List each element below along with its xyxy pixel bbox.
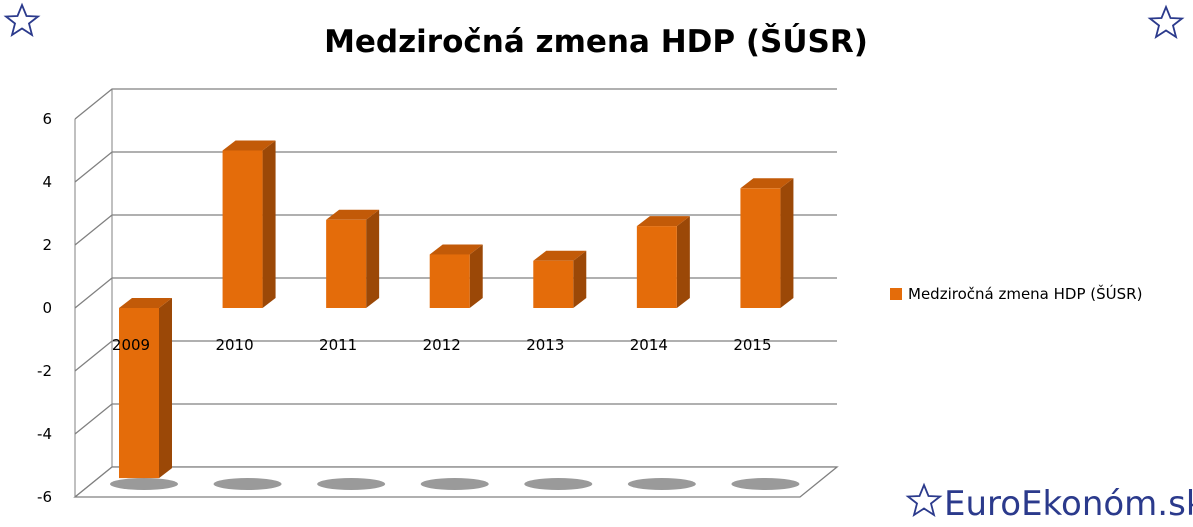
legend: Medziročná zmena HDP (ŠÚSR) bbox=[890, 284, 1142, 303]
star-icon bbox=[905, 482, 943, 518]
y-tick-label: -4 bbox=[37, 425, 52, 443]
brand-logo: EuroEkonóm.sk bbox=[905, 482, 1193, 524]
bar-top bbox=[636, 216, 690, 227]
bar-side bbox=[366, 209, 380, 308]
bar bbox=[222, 150, 263, 308]
corner-star-right bbox=[1147, 4, 1185, 40]
bar bbox=[636, 226, 677, 308]
chart-title: Medziročná zmena HDP (ŠÚSR) bbox=[324, 23, 868, 60]
bar-top bbox=[533, 250, 587, 261]
bar-top bbox=[429, 244, 483, 255]
x-tick-label: 2014 bbox=[630, 336, 668, 354]
bar-side bbox=[159, 298, 172, 479]
plot-area: 2009 2010 2011 2012 2013 2014 2015 -6 -4 -2 0 2 4 6 bbox=[37, 88, 839, 506]
y-tick-label: -2 bbox=[37, 362, 52, 380]
bar-shadow bbox=[420, 478, 489, 490]
gridline bbox=[74, 88, 837, 120]
corner-star-left bbox=[3, 2, 41, 38]
x-tick-label: 2009 bbox=[112, 336, 150, 354]
gridline bbox=[74, 214, 837, 246]
bar-top bbox=[222, 140, 276, 151]
bar-top bbox=[119, 298, 172, 308]
bar bbox=[740, 188, 781, 308]
bar bbox=[326, 219, 367, 308]
bar bbox=[533, 260, 574, 308]
bar-side bbox=[573, 250, 587, 308]
bar-side bbox=[780, 178, 794, 308]
bar-shadow bbox=[317, 478, 386, 490]
bar-shadow bbox=[731, 478, 800, 490]
bar-shadow bbox=[213, 478, 282, 490]
x-tick-label: 2010 bbox=[215, 336, 253, 354]
bar-side bbox=[469, 244, 483, 308]
bar-2011 bbox=[317, 209, 386, 490]
star-icon bbox=[1147, 4, 1185, 40]
bar-side bbox=[676, 216, 690, 308]
bar-shadow bbox=[524, 478, 593, 490]
bar-shadow bbox=[627, 478, 696, 490]
y-tick-label: 4 bbox=[42, 173, 52, 191]
brand-text: EuroEkonóm.sk bbox=[944, 484, 1193, 524]
bar bbox=[429, 254, 470, 308]
bar-shadow bbox=[110, 478, 178, 490]
bar-2013 bbox=[524, 250, 593, 490]
bar bbox=[119, 308, 159, 479]
star-icon bbox=[3, 2, 41, 38]
gridline bbox=[74, 403, 837, 435]
y-tick-label: 6 bbox=[42, 110, 52, 128]
bar-2014 bbox=[627, 216, 696, 490]
y-tick-label: 0 bbox=[42, 299, 52, 317]
legend-label: Medziročná zmena HDP (ŠÚSR) bbox=[908, 284, 1142, 303]
bar-top bbox=[326, 209, 380, 220]
bar-2015 bbox=[731, 178, 800, 490]
x-tick-label: 2012 bbox=[423, 336, 461, 354]
bar-2012 bbox=[420, 244, 489, 490]
bar-2009 bbox=[110, 298, 178, 490]
gridlines bbox=[74, 88, 837, 498]
bars bbox=[110, 140, 800, 490]
gridline bbox=[74, 151, 837, 183]
x-tick-labels: 2009 2010 2011 2012 2013 2014 2015 bbox=[112, 336, 772, 354]
bar-2010 bbox=[213, 140, 282, 490]
bar-side bbox=[262, 140, 276, 308]
y-tick-labels: -6 -4 -2 0 2 4 6 bbox=[37, 110, 52, 506]
legend-swatch bbox=[890, 288, 902, 300]
y-tick-label: 2 bbox=[42, 236, 52, 254]
x-tick-label: 2013 bbox=[526, 336, 564, 354]
bar-top bbox=[740, 178, 794, 189]
x-tick-label: 2015 bbox=[733, 336, 771, 354]
x-tick-label: 2011 bbox=[319, 336, 357, 354]
y-tick-label: -6 bbox=[37, 488, 52, 506]
